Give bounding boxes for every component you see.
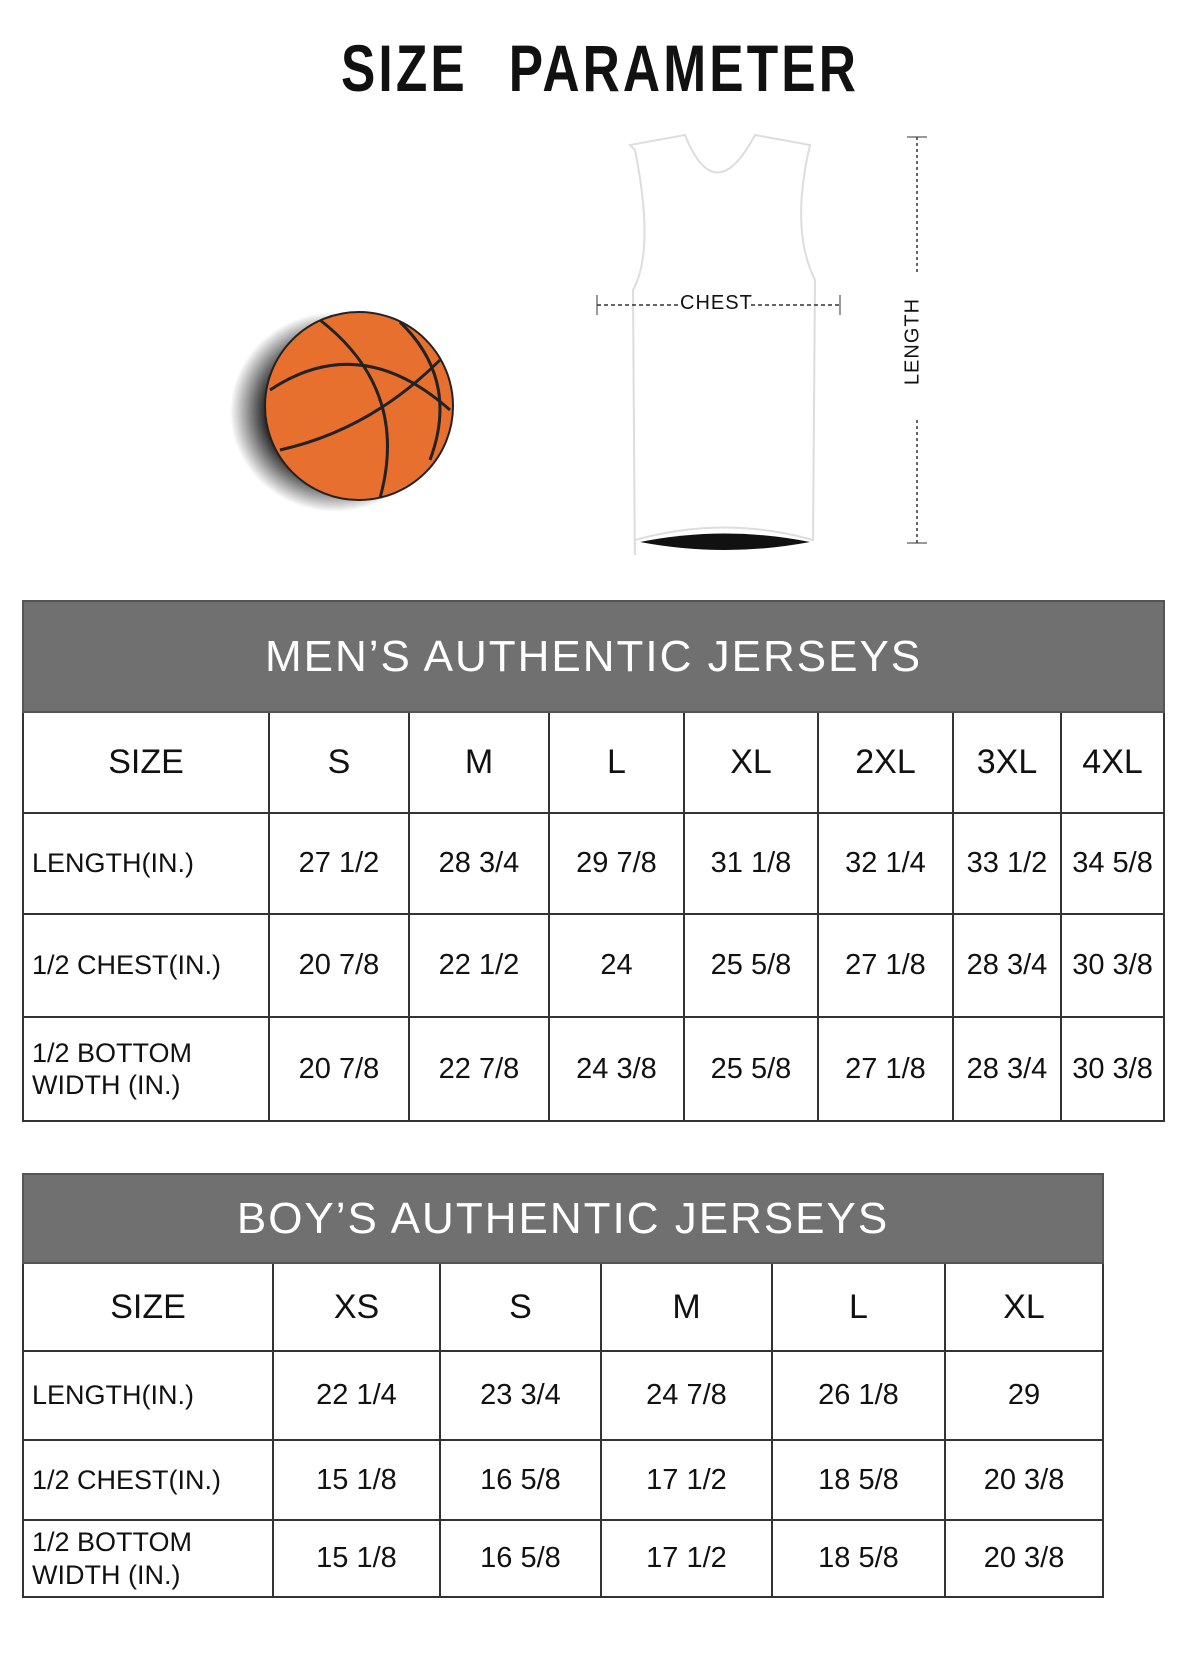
size-column-l: L xyxy=(548,711,685,814)
size-column-header: SIZE xyxy=(22,711,270,814)
table-cell: 20 3/8 xyxy=(943,1439,1105,1521)
table-row: 1/2 CHEST(IN.) 15 1/8 16 5/8 17 1/2 18 5/8 20… xyxy=(22,1439,1105,1521)
row-label: 1/2 BOTTOM WIDTH (IN.) xyxy=(22,1016,270,1122)
row-label: 1/2 BOTTOM WIDTH (IN.) xyxy=(22,1519,274,1598)
boys-size-table: BOY’S AUTHENTIC JERSEYS SIZE XS S M L XL LENG… xyxy=(21,1173,1105,1598)
jersey-diagram xyxy=(596,133,841,555)
table-row: LENGTH(IN.) 22 1/4 23 3/4 24 7/8 26 1/8 29 xyxy=(22,1350,1105,1441)
row-label: LENGTH(IN.) xyxy=(22,1350,274,1441)
table-cell: 25 5/8 xyxy=(683,1016,819,1122)
table-cell: 20 3/8 xyxy=(943,1519,1105,1598)
size-column-m: M xyxy=(600,1262,773,1352)
table-cell: 24 3/8 xyxy=(548,1016,685,1122)
table-cell: 18 5/8 xyxy=(771,1439,946,1521)
table-row: 1/2 BOTTOM WIDTH (IN.) 15 1/8 16 5/8 17 1/2… xyxy=(22,1519,1105,1598)
size-column-m: M xyxy=(408,711,550,814)
table-cell: 22 7/8 xyxy=(408,1016,550,1122)
table-cell: 29 xyxy=(943,1350,1105,1441)
table-cell: 24 7/8 xyxy=(600,1350,773,1441)
mens-size-header-row: SIZE S M L XL 2XL 3XL 4XL xyxy=(22,711,1166,814)
size-column-xs: XS xyxy=(272,1262,441,1352)
table-cell: 16 5/8 xyxy=(439,1439,602,1521)
length-label: LENGTH xyxy=(901,297,924,386)
mens-size-table: MEN’S AUTHENTIC JERSEYS SIZE S M L XL 2XL 3XL 4… xyxy=(21,600,1166,1122)
table-cell: 22 1/4 xyxy=(272,1350,441,1441)
size-column-3xl: 3XL xyxy=(952,711,1062,814)
table-cell: 26 1/8 xyxy=(771,1350,946,1441)
table-cell: 30 3/8 xyxy=(1059,913,1166,1018)
size-column-l: L xyxy=(771,1262,946,1352)
table-cell: 20 7/8 xyxy=(268,913,410,1018)
page-title: SIZE PARAMETER xyxy=(340,31,860,105)
mens-table-heading: MEN’S AUTHENTIC JERSEYS xyxy=(21,600,1166,713)
chest-label: CHEST xyxy=(680,292,753,314)
table-cell: 28 3/4 xyxy=(408,812,550,915)
table-cell: 18 5/8 xyxy=(771,1519,946,1598)
boys-table-heading: BOY’S AUTHENTIC JERSEYS xyxy=(21,1173,1105,1264)
table-cell: 17 1/2 xyxy=(600,1439,773,1521)
length-measure-line xyxy=(907,136,927,544)
table-cell: 32 1/4 xyxy=(817,812,954,915)
table-cell: 15 1/8 xyxy=(272,1519,441,1598)
row-label: LENGTH(IN.) xyxy=(22,812,270,915)
table-cell: 33 1/2 xyxy=(952,812,1062,915)
size-column-xl: XL xyxy=(683,711,819,814)
size-column-2xl: 2XL xyxy=(817,711,954,814)
table-cell: 23 3/4 xyxy=(439,1350,602,1441)
table-row: 1/2 CHEST(IN.) 20 7/8 22 1/2 24 25 5/8 27 1/8… xyxy=(22,913,1166,1018)
boys-size-header-row: SIZE XS S M L XL xyxy=(22,1262,1105,1352)
table-row: 1/2 BOTTOM WIDTH (IN.) 20 7/8 22 7/8 24 3/8… xyxy=(22,1016,1166,1122)
table-cell: 29 7/8 xyxy=(548,812,685,915)
table-cell: 31 1/8 xyxy=(683,812,819,915)
table-cell: 34 5/8 xyxy=(1059,812,1166,915)
table-cell: 25 5/8 xyxy=(683,913,819,1018)
table-cell: 28 3/4 xyxy=(952,1016,1062,1122)
table-cell: 27 1/2 xyxy=(268,812,410,915)
size-column-s: S xyxy=(268,711,410,814)
table-cell: 28 3/4 xyxy=(952,913,1062,1018)
table-row: LENGTH(IN.) 27 1/2 28 3/4 29 7/8 31 1/8 32 1/… xyxy=(22,812,1166,915)
table-cell: 22 1/2 xyxy=(408,913,550,1018)
table-cell: 24 xyxy=(548,913,685,1018)
size-column-4xl: 4XL xyxy=(1059,711,1166,814)
table-cell: 17 1/2 xyxy=(600,1519,773,1598)
basketball-icon xyxy=(230,311,454,512)
table-cell: 20 7/8 xyxy=(268,1016,410,1122)
table-cell: 27 1/8 xyxy=(817,1016,954,1122)
row-label: 1/2 CHEST(IN.) xyxy=(22,913,270,1018)
row-label: 1/2 CHEST(IN.) xyxy=(22,1439,274,1521)
size-column-s: S xyxy=(439,1262,602,1352)
table-cell: 15 1/8 xyxy=(272,1439,441,1521)
table-cell: 30 3/8 xyxy=(1059,1016,1166,1122)
table-cell: 16 5/8 xyxy=(439,1519,602,1598)
table-cell: 27 1/8 xyxy=(817,913,954,1018)
size-column-header: SIZE xyxy=(22,1262,274,1352)
size-column-xl: XL xyxy=(943,1262,1105,1352)
